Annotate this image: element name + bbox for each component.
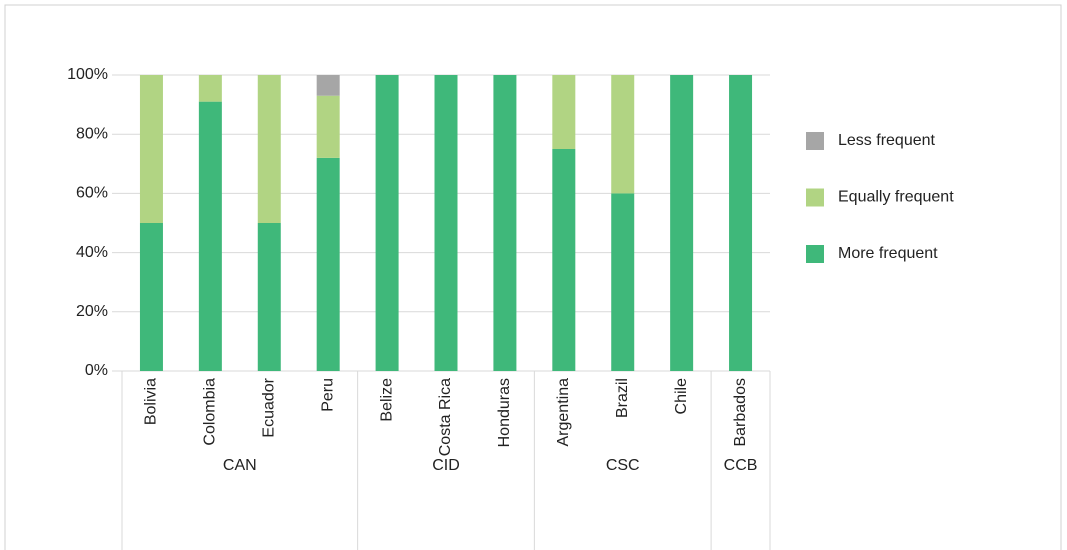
x-tick-label: Belize — [378, 378, 395, 422]
legend-swatch — [806, 132, 824, 150]
bar-segment — [316, 157, 340, 371]
x-tick-label: Chile — [673, 378, 690, 415]
legend-label: Less frequent — [838, 132, 936, 149]
bar-segment — [670, 75, 694, 371]
y-tick-label: 80% — [76, 125, 108, 142]
bar-segment — [139, 75, 163, 223]
group-label: CID — [432, 457, 460, 474]
legend-swatch — [806, 188, 824, 207]
x-tick-label: Argentina — [555, 378, 572, 447]
x-tick-label: Peru — [319, 378, 336, 412]
bar-segment — [257, 75, 281, 223]
x-tick-label: Colombia — [202, 378, 219, 446]
legend-label: Equally frequent — [838, 189, 954, 206]
x-tick-label: Costa Rica — [437, 378, 454, 456]
legend-label: More frequent — [838, 245, 938, 262]
y-tick-label: 100% — [67, 66, 108, 83]
y-tick-label: 0% — [85, 362, 108, 379]
group-label: CAN — [223, 457, 257, 474]
bar-segment — [611, 75, 635, 194]
x-tick-label: Honduras — [496, 378, 513, 447]
y-tick-label: 20% — [76, 303, 108, 320]
bar-segment — [729, 75, 753, 371]
bar-segment — [316, 95, 340, 158]
x-tick-label: Brazil — [614, 378, 631, 418]
bar-segment — [493, 75, 517, 371]
bar-segment — [611, 193, 635, 371]
bar-segment — [139, 223, 163, 371]
x-tick-label: Ecuador — [260, 377, 277, 437]
frame — [4, 4, 1062, 550]
x-tick-label: Bolivia — [143, 378, 160, 425]
bar-segment — [198, 101, 222, 371]
bar-segment — [434, 75, 458, 371]
y-tick-label: 40% — [76, 244, 108, 261]
group-label: CCB — [724, 457, 758, 474]
bar-segment — [375, 75, 399, 371]
legend-swatch — [806, 245, 824, 263]
y-tick-label: 60% — [76, 185, 108, 202]
bar-segment — [316, 75, 340, 96]
bar-segment — [198, 75, 222, 102]
x-tick-label: Barbados — [732, 378, 749, 447]
group-label: CSC — [606, 457, 640, 474]
bar-segment — [552, 75, 576, 149]
bar-segment — [552, 149, 576, 371]
bar-segment — [257, 223, 281, 371]
